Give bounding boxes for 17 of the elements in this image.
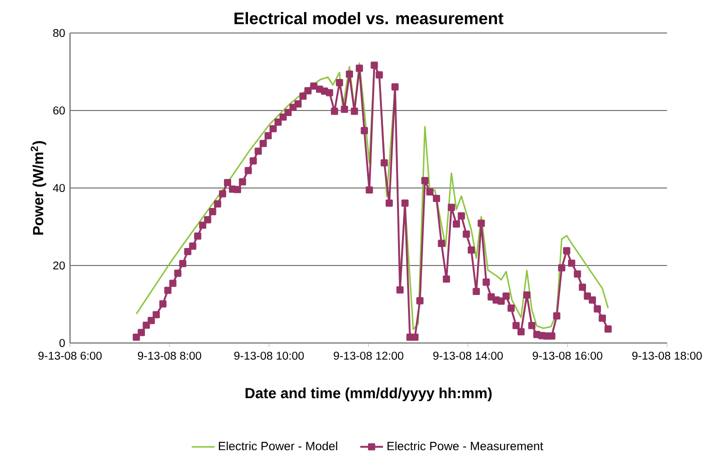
y-tick-label: 80 [53, 29, 65, 38]
y-axis-title: Power (W/m$^{2}$) [30, 141, 46, 235]
x-tick-label: 9-13-08 8:00 [138, 352, 202, 360]
x-tick-label: 9-13-08 14:00 [433, 352, 503, 360]
chart-title: Electrical model vs. measurement [234, 12, 504, 24]
y-tick-label: 0 [59, 338, 65, 347]
x-tick-label: 9-13-08 10:00 [234, 352, 304, 360]
x-tick-label: 9-13-08 16:00 [532, 352, 602, 360]
x-tick-label: 9-13-08 12:00 [334, 352, 404, 360]
y-tick-label: 40 [52, 184, 65, 192]
y-tick-label: 60 [53, 106, 65, 115]
x-tick-label: 9-13-08 6:00 [38, 352, 102, 360]
x-tick-label: 9-13-08 18:00 [632, 352, 702, 360]
y-tick-label: 20 [53, 261, 65, 270]
x-axis-title: Date and time (mm/dd/yyyy hh:mm) [246, 388, 492, 402]
legend-label: Electric Powe - Measurement [388, 441, 544, 450]
legend-label: Electric Power - Model [218, 441, 338, 450]
